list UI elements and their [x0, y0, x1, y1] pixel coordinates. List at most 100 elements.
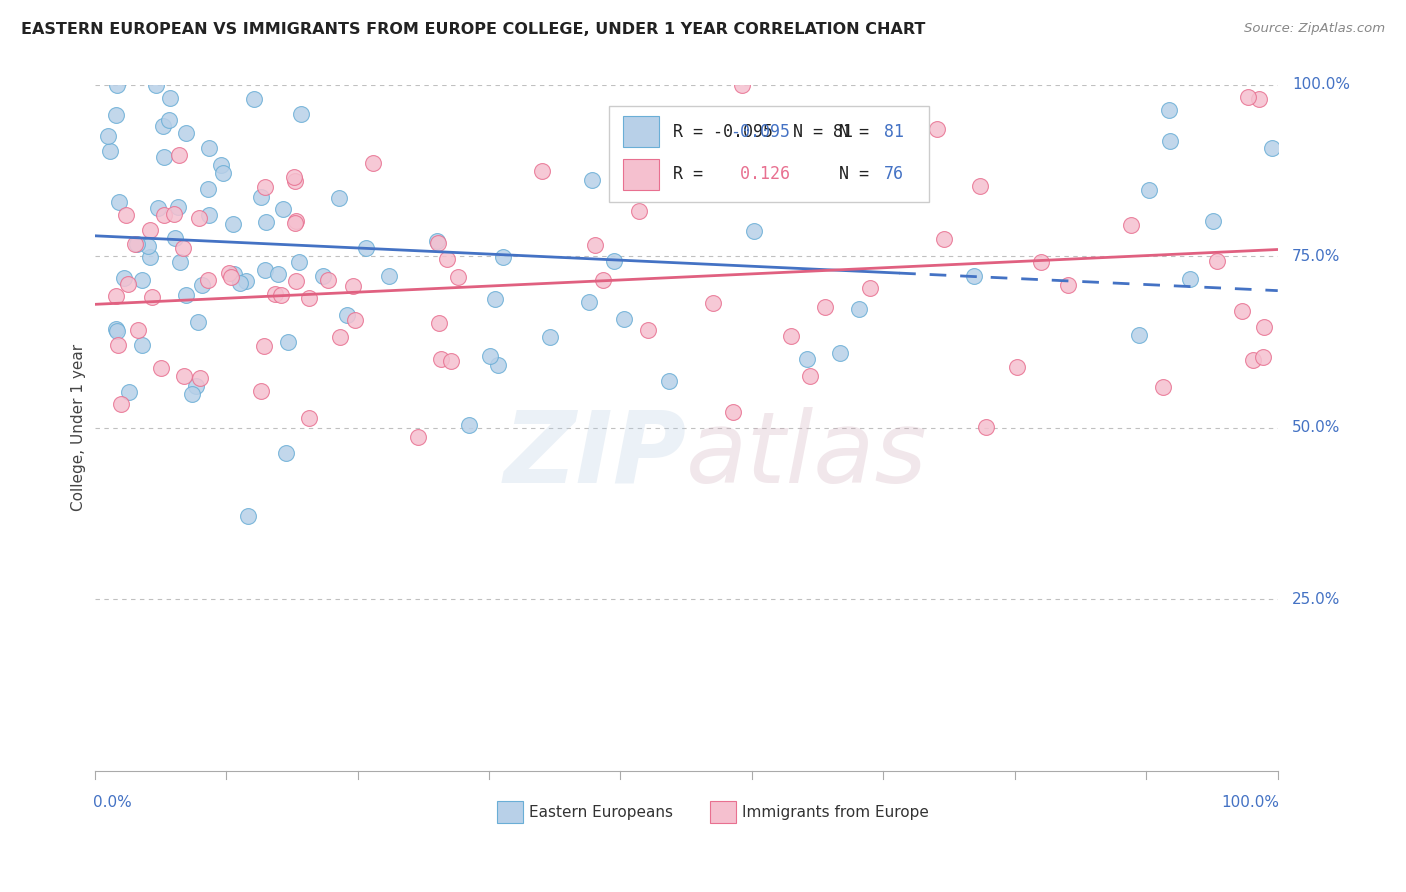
Point: [457, 418, 479, 433]
Point: [974, 420, 997, 434]
Point: [284, 274, 307, 288]
Point: [264, 287, 287, 301]
Point: [581, 173, 603, 187]
Point: [169, 254, 191, 268]
Point: [1056, 278, 1078, 293]
Point: [97, 129, 120, 144]
Point: [254, 180, 277, 194]
Point: [887, 123, 910, 137]
Point: [538, 329, 561, 343]
Point: [243, 92, 266, 106]
Point: [492, 250, 515, 264]
Point: [104, 108, 127, 122]
Point: [250, 384, 273, 399]
FancyBboxPatch shape: [710, 801, 735, 823]
Point: [406, 429, 429, 443]
Point: [166, 200, 188, 214]
Point: [969, 178, 991, 193]
Text: N =: N =: [818, 165, 879, 183]
Point: [163, 207, 186, 221]
FancyBboxPatch shape: [623, 116, 659, 147]
Text: -0.095: -0.095: [730, 122, 790, 141]
Point: [578, 295, 600, 310]
Point: [934, 232, 956, 246]
Point: [277, 334, 299, 349]
Point: [628, 203, 651, 218]
Point: [284, 216, 307, 230]
Point: [236, 508, 259, 523]
Point: [117, 277, 139, 291]
Point: [486, 358, 509, 372]
Point: [131, 273, 153, 287]
Point: [224, 267, 246, 281]
Text: 50.0%: 50.0%: [1292, 420, 1340, 435]
Point: [105, 78, 128, 92]
FancyBboxPatch shape: [623, 159, 659, 189]
Point: [1005, 359, 1028, 374]
Point: [152, 208, 174, 222]
Point: [117, 385, 139, 400]
Point: [796, 352, 818, 367]
Point: [145, 78, 167, 92]
Point: [298, 410, 321, 425]
Point: [219, 269, 242, 284]
Point: [427, 236, 450, 251]
Point: [197, 208, 219, 222]
Point: [742, 224, 765, 238]
Point: [859, 281, 882, 295]
Text: 0.126: 0.126: [730, 165, 790, 183]
Text: R = -0.095  N = 81: R = -0.095 N = 81: [673, 122, 853, 141]
Point: [603, 253, 626, 268]
Point: [1232, 304, 1254, 318]
Point: [699, 117, 721, 131]
Point: [110, 397, 132, 411]
Point: [290, 107, 312, 121]
Point: [186, 379, 208, 393]
Point: [613, 312, 636, 326]
Point: [484, 292, 506, 306]
Text: R =: R =: [673, 165, 713, 183]
Point: [862, 157, 884, 171]
Point: [361, 156, 384, 170]
Text: 25.0%: 25.0%: [1292, 591, 1340, 607]
Point: [115, 208, 138, 222]
Point: [218, 266, 240, 280]
Text: Immigrants from Europe: Immigrants from Europe: [742, 805, 928, 820]
Point: [1260, 141, 1282, 155]
Point: [676, 133, 699, 147]
Point: [127, 323, 149, 337]
Point: [592, 272, 614, 286]
Point: [197, 273, 219, 287]
Point: [138, 250, 160, 264]
Point: [1247, 92, 1270, 106]
Point: [209, 158, 232, 172]
Point: [779, 328, 801, 343]
Point: [828, 346, 851, 360]
Text: 100.0%: 100.0%: [1292, 78, 1350, 93]
Point: [212, 165, 235, 179]
Point: [1237, 90, 1260, 104]
Text: N =: N =: [818, 122, 879, 141]
Point: [173, 369, 195, 384]
Point: [127, 237, 149, 252]
Point: [136, 239, 159, 253]
Point: [274, 445, 297, 459]
Point: [963, 268, 986, 283]
Point: [342, 278, 364, 293]
Point: [1159, 103, 1181, 117]
Point: [799, 368, 821, 383]
Point: [1241, 352, 1264, 367]
Point: [188, 211, 211, 226]
Point: [721, 405, 744, 419]
Point: [311, 269, 333, 284]
Point: [176, 288, 198, 302]
Point: [284, 213, 307, 227]
Point: [157, 113, 180, 128]
Point: [284, 174, 307, 188]
Point: [150, 360, 173, 375]
Point: [336, 308, 359, 322]
Point: [191, 277, 214, 292]
Point: [288, 255, 311, 269]
Point: [104, 289, 127, 303]
Point: [1029, 255, 1052, 269]
